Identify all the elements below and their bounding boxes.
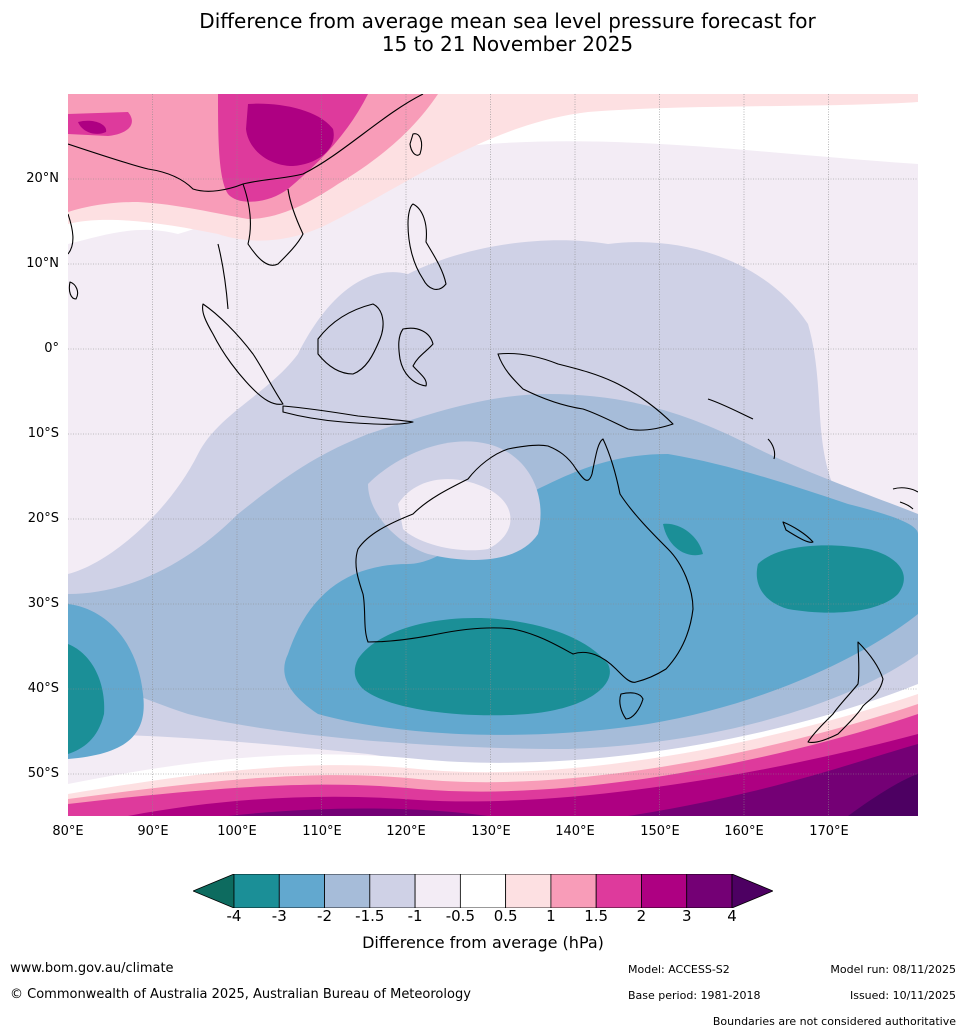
contour-south-3 xyxy=(228,744,918,816)
lon-label-120e: 120°E xyxy=(386,824,426,839)
se-asia-coastline xyxy=(68,94,424,310)
website-link[interactable]: www.bom.gov.au/climate xyxy=(10,961,174,976)
colorbar-segment xyxy=(414,873,461,909)
java-coastline xyxy=(282,405,414,425)
colorbar-tick-label: -3 xyxy=(271,907,287,925)
model-run-date: Model run: 08/11/2025 xyxy=(830,963,956,976)
map-title-line2: 15 to 21 November 2025 xyxy=(381,32,634,56)
coastlines xyxy=(68,94,918,743)
pressure-anomaly-map xyxy=(68,94,918,816)
new-guinea-coastline xyxy=(497,352,674,431)
borneo-coastline xyxy=(317,303,384,375)
colorbar-extend-low xyxy=(191,873,235,909)
lat-label-50s: 50°S xyxy=(27,766,59,781)
taiwan-coastline xyxy=(409,133,423,156)
contour-south-4 xyxy=(848,774,918,816)
issued-date: Issued: 10/11/2025 xyxy=(849,989,956,1002)
sulawesi-coastline xyxy=(398,327,434,387)
map-title: Difference from average mean sea level p… xyxy=(0,10,965,56)
contour-minus-3-south xyxy=(354,618,610,716)
colorbar-tick-label: 2 xyxy=(636,907,647,925)
contour-minus-3-coral xyxy=(663,523,703,556)
colorbar-tick-label: 4 xyxy=(727,907,737,925)
lat-label-40s: 40°S xyxy=(27,681,59,696)
new-caledonia-coastline xyxy=(782,521,814,543)
colorbar-tick-label: 1.5 xyxy=(584,907,609,925)
lat-label-10s: 10°S xyxy=(27,426,59,441)
lat-label-20n: 20°N xyxy=(26,171,59,186)
model-name: Model: ACCESS-S2 xyxy=(628,963,730,976)
lon-label-160e: 160°E xyxy=(724,824,764,839)
colorbar-segment xyxy=(459,873,507,909)
colorbar-segment xyxy=(505,873,552,909)
colorbar-segment xyxy=(595,873,642,909)
lon-label-100e: 100°E xyxy=(217,824,257,839)
lon-label-170e: 170°E xyxy=(809,824,849,839)
lat-label-20s: 20°S xyxy=(27,511,59,526)
colorbar-tick-label: 3 xyxy=(681,907,692,925)
sri-lanka-coastline xyxy=(68,281,79,300)
colorbar-tick-label: -2 xyxy=(317,907,333,925)
colorbar-segment xyxy=(324,873,371,909)
colorbar-label: Difference from average (hPa) xyxy=(362,933,604,952)
colorbar-svg xyxy=(191,873,775,909)
new-zealand-coastline xyxy=(807,641,884,743)
colorbar-tick-label: -1 xyxy=(407,907,423,925)
colorbar-tick-label: -1.5 xyxy=(355,907,385,925)
lat-label-30s: 30°S xyxy=(27,596,59,611)
solomon-islands-coastline xyxy=(707,398,776,460)
colorbar-tick-label: -0.5 xyxy=(445,907,475,925)
colorbar-segment xyxy=(369,873,416,909)
lon-label-80e: 80°E xyxy=(52,824,84,839)
colorbar-tick-label: 1 xyxy=(546,907,556,925)
contour-north-2 xyxy=(78,103,334,166)
colorbar-tick-label: -4 xyxy=(226,907,242,925)
australia-coastline xyxy=(355,438,694,683)
colorbar-segment xyxy=(278,873,325,909)
lat-label-0: 0° xyxy=(44,341,59,356)
colorbar xyxy=(191,873,775,909)
lon-label-150e: 150°E xyxy=(640,824,680,839)
lon-label-110e: 110°E xyxy=(302,824,342,839)
colorbar-segment xyxy=(686,873,733,909)
tasmania-coastline xyxy=(619,692,644,720)
fiji-coastline xyxy=(892,487,918,510)
contour-inland-minus-0-5 xyxy=(398,479,511,551)
contour-south-2 xyxy=(128,734,918,816)
boundaries-disclaimer: Boundaries are not considered authoritat… xyxy=(712,1015,956,1028)
map-title-line1: Difference from average mean sea level p… xyxy=(199,9,816,33)
india-coastline xyxy=(68,213,74,255)
base-period: Base period: 1981-2018 xyxy=(628,989,761,1002)
map-svg xyxy=(68,94,918,816)
colorbar-tick-label: 0.5 xyxy=(493,907,518,925)
graticule xyxy=(68,94,918,816)
philippines-coastline xyxy=(407,203,447,290)
colorbar-extend-high xyxy=(731,873,775,909)
colorbar-segment xyxy=(233,873,280,909)
colorbar-segment xyxy=(550,873,597,909)
sumatra-coastline xyxy=(202,303,284,405)
lat-label-10n: 10°N xyxy=(26,256,59,271)
copyright-text: © Commonwealth of Australia 2025, Austra… xyxy=(10,987,471,1002)
lon-label-140e: 140°E xyxy=(555,824,595,839)
contour-left-minus-3 xyxy=(68,644,105,754)
lon-label-130e: 130°E xyxy=(471,824,511,839)
lon-label-90e: 90°E xyxy=(137,824,169,839)
colorbar-segment xyxy=(641,873,688,909)
contour-minus-3-east xyxy=(756,545,904,613)
